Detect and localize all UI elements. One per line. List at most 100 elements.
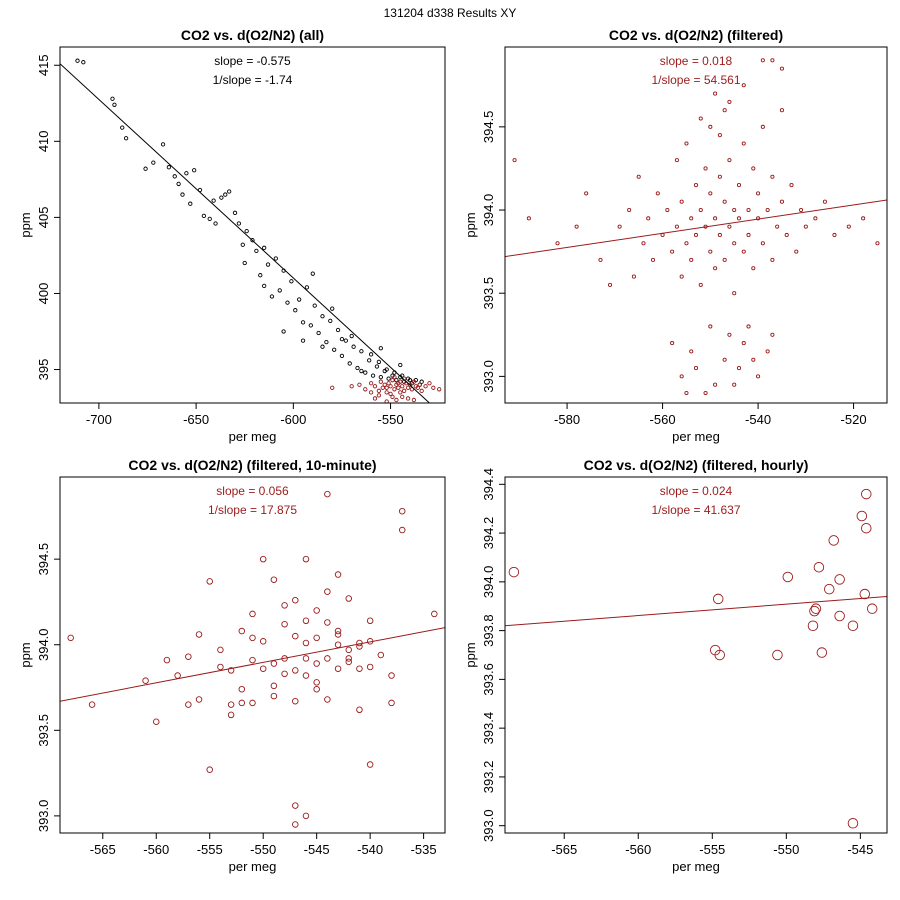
y-tick-label: 410 (36, 130, 51, 152)
data-point (347, 361, 352, 366)
data-point (431, 385, 436, 390)
data-point (330, 306, 335, 311)
data-point (784, 232, 789, 238)
data-point (847, 818, 859, 829)
data-point (847, 620, 859, 631)
data-point (398, 390, 403, 395)
data-point (427, 381, 432, 386)
data-point (166, 165, 172, 170)
data-point (708, 249, 713, 254)
data-point (244, 228, 249, 234)
x-tick-label: -540 (745, 412, 771, 427)
y-axis-label: ppm (18, 642, 33, 667)
slope-annotation: slope = 0.018 (660, 54, 733, 68)
data-point (320, 344, 325, 349)
data-point (770, 174, 775, 179)
slope-annotation: slope = 0.056 (216, 484, 289, 498)
data-point (120, 125, 125, 130)
data-point (741, 249, 746, 254)
data-point (259, 555, 267, 563)
data-point (240, 242, 245, 247)
data-point (390, 378, 395, 383)
data-point (380, 385, 385, 390)
data-point (356, 639, 363, 647)
data-point (708, 191, 713, 196)
data-point (277, 288, 282, 293)
data-point (674, 224, 679, 229)
data-point (394, 397, 399, 403)
plot-frame (504, 46, 888, 404)
data-point (732, 291, 737, 296)
data-point (302, 617, 310, 625)
data-point (411, 397, 417, 403)
data-point (270, 660, 278, 667)
y-tick-label: 405 (36, 207, 51, 229)
data-point (376, 393, 382, 398)
data-point (339, 336, 345, 342)
data-point (88, 701, 96, 708)
data-point (249, 634, 256, 642)
data-point (349, 384, 354, 389)
data-point (608, 282, 613, 287)
data-point (856, 510, 868, 522)
x-tick-label: -650 (183, 412, 209, 427)
data-point (334, 631, 342, 638)
data-point (324, 339, 329, 345)
plot-frame (504, 476, 888, 834)
data-point (875, 241, 880, 246)
data-point (368, 381, 374, 386)
x-tick-label: -560 (625, 842, 651, 857)
regression-line (60, 63, 430, 403)
data-point (363, 370, 368, 375)
data-point (679, 199, 684, 204)
data-point (219, 195, 224, 200)
data-point (512, 158, 517, 163)
data-point (741, 341, 746, 346)
data-point (665, 207, 670, 213)
data-point (407, 378, 413, 383)
x-tick-label: -550 (773, 842, 799, 857)
data-point (386, 376, 391, 381)
y-tick-label: 394.5 (36, 543, 51, 576)
data-point (262, 245, 267, 250)
data-point (238, 699, 246, 707)
data-point (302, 655, 310, 662)
data-point (110, 96, 115, 101)
data-point (689, 349, 694, 354)
data-point (409, 387, 415, 392)
slope-annotation: slope = -0.575 (214, 54, 291, 68)
data-point (378, 374, 383, 380)
data-point (398, 362, 403, 368)
data-point (377, 651, 385, 659)
data-point (689, 216, 694, 221)
data-point (779, 108, 785, 113)
data-point (292, 632, 299, 640)
y-tick-label: 393.0 (481, 360, 496, 393)
data-point (727, 332, 732, 337)
data-point (684, 141, 689, 146)
data-point (650, 257, 656, 262)
x-tick-label: -545 (847, 842, 873, 857)
data-point (143, 166, 148, 171)
data-point (300, 338, 306, 343)
data-point (670, 249, 675, 254)
data-points (512, 58, 880, 396)
data-point (185, 701, 192, 708)
data-point (703, 166, 708, 171)
data-point (398, 507, 406, 515)
data-point (400, 373, 405, 378)
plot-frame (59, 476, 446, 834)
data-point (324, 696, 331, 703)
data-point (270, 692, 278, 700)
y-tick-label: 394.0 (481, 194, 496, 227)
data-point (807, 620, 819, 631)
x-tick-label: -565 (90, 842, 116, 857)
y-tick-label: 394.5 (481, 111, 496, 144)
data-point (300, 320, 306, 325)
data-point (693, 366, 699, 371)
x-tick-label: -560 (143, 842, 169, 857)
data-point (415, 385, 420, 390)
data-point (732, 382, 737, 387)
data-point (378, 379, 383, 384)
data-point (765, 207, 770, 213)
